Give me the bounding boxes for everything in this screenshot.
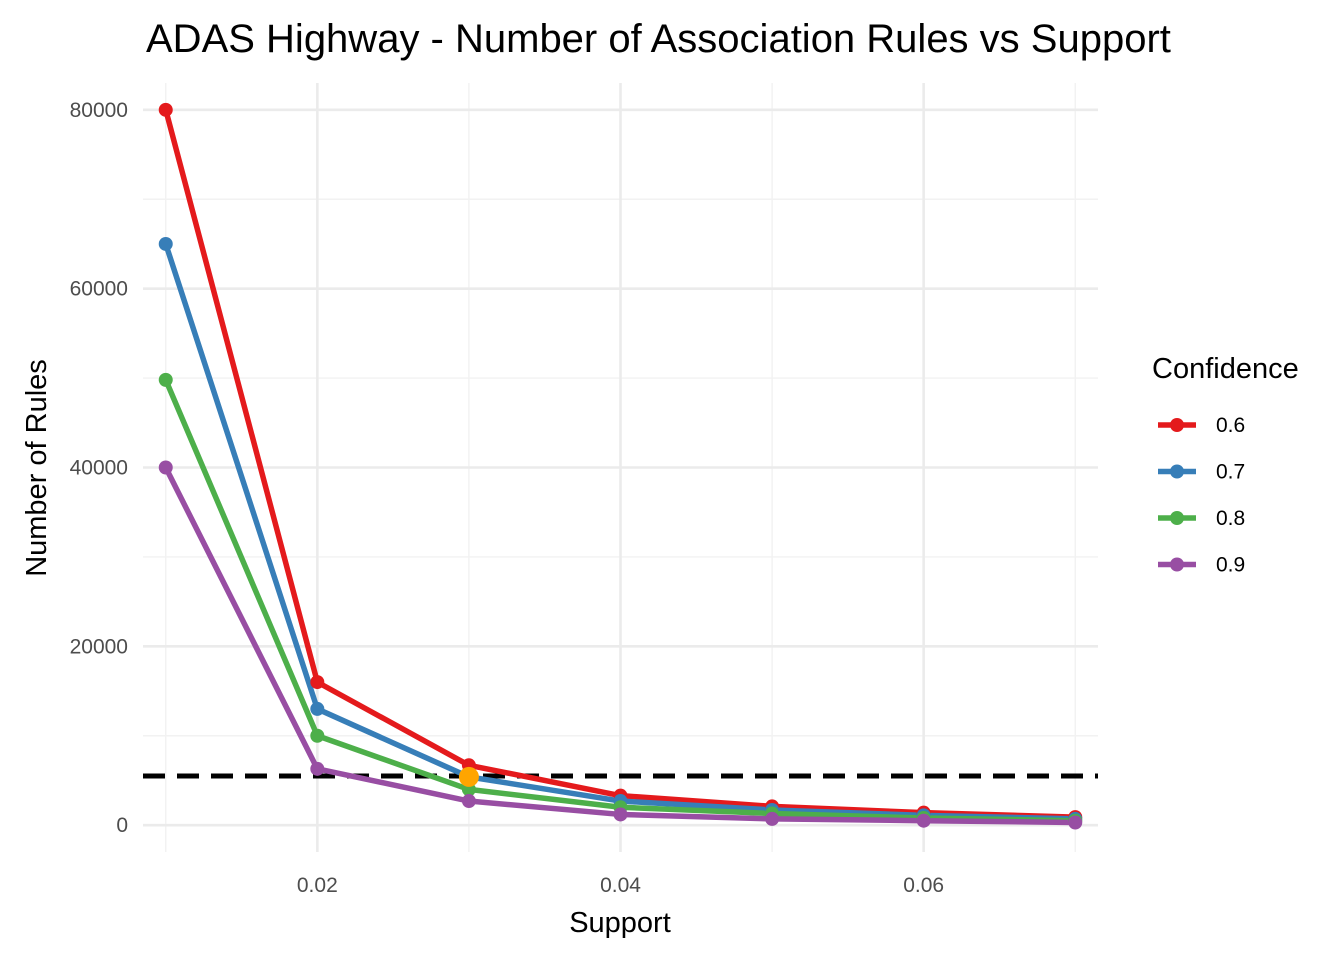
data-point-0.6	[158, 102, 173, 117]
x-tick-label: 0.06	[903, 874, 944, 897]
y-tick-label: 60000	[70, 278, 128, 301]
data-point-0.9	[158, 460, 173, 475]
y-tick-label: 40000	[70, 457, 128, 480]
data-point-0.7	[310, 701, 325, 716]
y-tick-label: 80000	[70, 99, 128, 122]
data-point-0.9	[916, 813, 931, 828]
legend-label: 0.7	[1216, 461, 1245, 484]
legend-items: 0.6 0.7 0.8 0.9	[1158, 414, 1245, 577]
data-point-0.8	[158, 372, 173, 387]
x-axis-title: Support	[569, 907, 671, 939]
y-tick-label: 0	[116, 814, 128, 837]
y-tick-labels: 0 20000 40000 60000 80000	[70, 99, 128, 837]
data-point-0.9	[765, 811, 780, 826]
data-point-0.7	[158, 236, 173, 251]
y-axis-title: Number of Rules	[21, 359, 53, 577]
x-tick-label: 0.04	[600, 874, 641, 897]
data-point-0.6	[310, 675, 325, 690]
chart-title: ADAS Highway - Number of Association Rul…	[146, 17, 1171, 61]
legend-title: Confidence	[1152, 353, 1299, 385]
legend-label: 0.9	[1216, 554, 1245, 577]
legend-label: 0.8	[1216, 507, 1245, 530]
legend: Confidence 0.6 0.7 0.8 0.9	[1152, 353, 1299, 577]
data-point-0.9	[613, 807, 628, 822]
legend-key-point	[1170, 418, 1184, 432]
legend-key-point	[1170, 464, 1184, 479]
highlight-layer	[458, 766, 479, 787]
data-point-0.9	[461, 794, 476, 809]
data-point-0.9	[1068, 815, 1083, 830]
data-point-0.8	[310, 728, 325, 743]
series-points	[158, 102, 1083, 830]
y-tick-label: 20000	[70, 635, 128, 658]
legend-label: 0.6	[1216, 414, 1245, 437]
major-gridlines	[143, 83, 1098, 852]
x-tick-labels: 0.02 0.04 0.06	[297, 874, 944, 897]
legend-key-point	[1170, 511, 1184, 525]
data-point-0.9	[310, 761, 325, 776]
highlight-point	[458, 766, 479, 787]
legend-key-point	[1170, 557, 1184, 572]
x-tick-label: 0.02	[297, 874, 338, 897]
